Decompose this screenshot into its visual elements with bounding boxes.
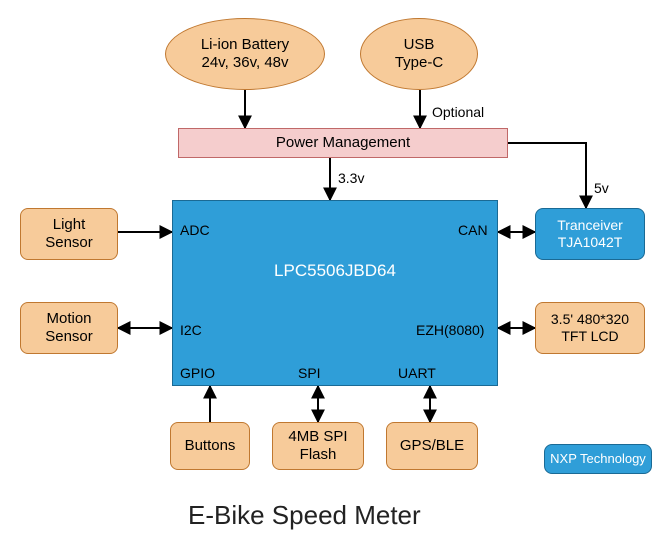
- edge-label-optional: Optional: [432, 104, 484, 120]
- mcu-port-i2c: I2C: [180, 322, 202, 338]
- node-gps-ble: GPS/BLE: [386, 422, 478, 470]
- mcu-port-uart: UART: [398, 365, 436, 381]
- mcu-port-can: CAN: [458, 222, 488, 238]
- node-light-sensor: Light Sensor: [20, 208, 118, 260]
- node-power-management: Power Management: [178, 128, 508, 158]
- mcu-port-gpio: GPIO: [180, 365, 215, 381]
- node-text: Type-C: [395, 54, 443, 72]
- node-text: Li-ion Battery: [201, 36, 289, 54]
- node-usb: USB Type-C: [360, 18, 478, 90]
- node-flash: 4MB SPI Flash: [272, 422, 364, 470]
- edge-pm-trx: [508, 143, 586, 208]
- node-battery: Li-ion Battery 24v, 36v, 48v: [165, 18, 325, 90]
- node-motion-sensor: Motion Sensor: [20, 302, 118, 354]
- node-text: Power Management: [276, 134, 410, 152]
- mcu-part-number: LPC5506JBD64: [274, 261, 396, 281]
- node-text: Tranceiver: [557, 217, 623, 234]
- diagram-title: E-Bike Speed Meter: [188, 500, 421, 531]
- node-buttons: Buttons: [170, 422, 250, 470]
- node-text: 24v, 36v, 48v: [202, 54, 289, 72]
- edge-label-3v3: 3.3v: [338, 170, 364, 186]
- node-text: Flash: [300, 446, 337, 464]
- node-text: USB: [404, 36, 435, 54]
- node-text: Buttons: [185, 437, 236, 455]
- edge-label-5v: 5v: [594, 180, 609, 196]
- node-text: Sensor: [45, 328, 93, 346]
- node-transceiver: Tranceiver TJA1042T: [535, 208, 645, 260]
- node-text: NXP Technology: [550, 451, 646, 467]
- node-text: Motion: [46, 310, 91, 328]
- node-nxp-legend: NXP Technology: [544, 444, 652, 474]
- node-text: Light: [53, 216, 86, 234]
- mcu-port-spi: SPI: [298, 365, 321, 381]
- node-mcu: LPC5506JBD64: [172, 200, 498, 386]
- node-text: TFT LCD: [561, 328, 618, 345]
- node-text: GPS/BLE: [400, 437, 464, 455]
- mcu-port-adc: ADC: [180, 222, 210, 238]
- mcu-port-ezh: EZH(8080): [416, 322, 484, 338]
- node-text: TJA1042T: [558, 234, 623, 251]
- node-text: 4MB SPI: [288, 428, 347, 446]
- node-text: 3.5' 480*320: [551, 311, 629, 328]
- node-text: Sensor: [45, 234, 93, 252]
- node-lcd: 3.5' 480*320 TFT LCD: [535, 302, 645, 354]
